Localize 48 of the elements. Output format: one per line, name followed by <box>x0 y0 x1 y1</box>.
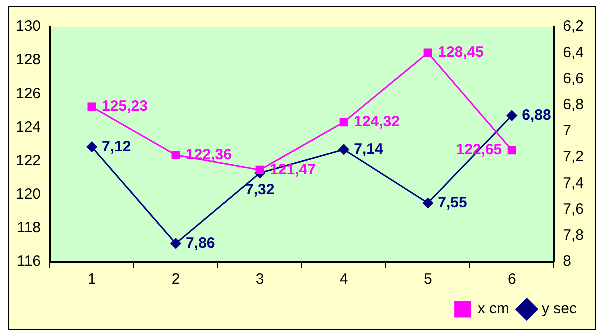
data-label: 7,55 <box>438 194 468 212</box>
data-label: 122,36 <box>186 146 232 164</box>
point <box>170 238 182 249</box>
point <box>508 146 516 155</box>
data-label: 125,23 <box>102 98 148 116</box>
y-tick-label: 126 <box>16 85 42 102</box>
y-tick-label: 124 <box>16 118 42 136</box>
point <box>172 150 180 160</box>
y2-tick-label: 6,8 <box>563 96 584 114</box>
y2-tick-label: 6,2 <box>563 18 584 36</box>
x-tick-label: 4 <box>340 271 348 288</box>
x-tick-label: 6 <box>508 271 516 288</box>
point <box>340 118 348 127</box>
y2-tick-label: 7 <box>563 122 572 140</box>
y-tick-label: 118 <box>17 220 42 237</box>
y2-tick-label: 7,8 <box>563 227 584 244</box>
point <box>424 48 432 58</box>
point <box>422 198 434 208</box>
y-tick-label: 130 <box>16 18 42 36</box>
y2-tick-label: 6,6 <box>563 70 584 88</box>
y-tick-label: 120 <box>16 186 42 203</box>
y2-tick-label: 8 <box>563 253 572 270</box>
data-label: 121,47 <box>270 161 316 178</box>
x-tick-label: 2 <box>172 271 180 288</box>
y-tick-label: 116 <box>17 253 42 270</box>
x-tick-label: 1 <box>88 271 96 288</box>
point <box>338 144 350 155</box>
y2-tick-label: 7,4 <box>563 174 584 192</box>
y-tick-label: 122 <box>16 152 42 170</box>
data-label: 128,45 <box>438 44 484 62</box>
data-label: 6,88 <box>522 106 552 124</box>
point <box>256 166 264 174</box>
data-label: 124,32 <box>354 113 400 130</box>
point <box>88 102 96 112</box>
x-tick-label: 5 <box>424 271 432 288</box>
x-tick-label: 3 <box>256 271 264 288</box>
legend-label: y sec <box>542 300 578 318</box>
y2-tick-label: 7,2 <box>563 148 584 166</box>
y2-tick-label: 7,6 <box>563 200 584 218</box>
data-label: 7,14 <box>354 140 384 158</box>
data-label: 7,12 <box>102 138 132 156</box>
point <box>86 142 98 152</box>
data-label: 7,86 <box>186 234 216 252</box>
y-tick-label: 128 <box>16 52 42 69</box>
y2-tick-label: 6,4 <box>563 44 584 62</box>
data-label: 7,32 <box>245 181 275 198</box>
point <box>506 110 518 122</box>
legend-label: x cm <box>478 300 510 318</box>
